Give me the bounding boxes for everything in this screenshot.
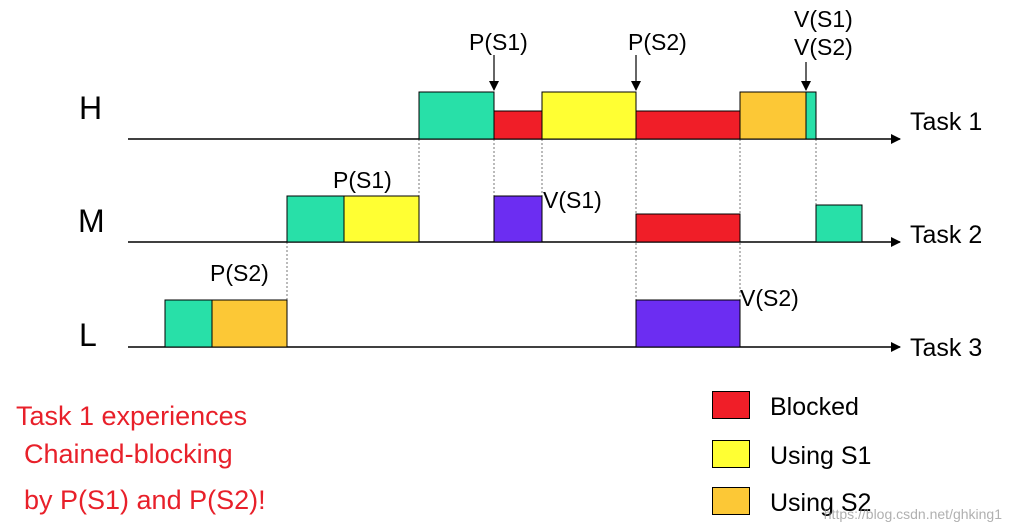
m-block-running-end bbox=[815, 204, 863, 243]
task-label-1: Task 1 bbox=[910, 108, 982, 136]
legend-label-blocked: Blocked bbox=[770, 393, 859, 421]
legend-swatch-using-s1 bbox=[712, 440, 750, 468]
l-block-inherited bbox=[635, 299, 741, 348]
event-label-h-p-s1: P(S1) bbox=[469, 29, 528, 55]
row-label-h: H bbox=[79, 90, 102, 126]
m-block-inherited bbox=[493, 195, 543, 243]
row-label-l: L bbox=[79, 317, 97, 353]
h-block-running-end bbox=[805, 91, 817, 140]
caption-line-2: Chained-blocking bbox=[24, 439, 233, 469]
event-label-l-p-s2: P(S2) bbox=[210, 260, 269, 286]
legend-label-using-s2: Using S2 bbox=[770, 489, 872, 517]
h-block-blocked-s1 bbox=[493, 110, 543, 140]
m-block-running bbox=[286, 195, 345, 243]
row-l-blocks bbox=[164, 299, 741, 348]
m-block-using-s1 bbox=[343, 195, 420, 243]
row-h-blocks bbox=[418, 91, 817, 140]
watermark: https://blog.csdn.net/ghking1 bbox=[823, 506, 1002, 522]
h-block-blocked-s2 bbox=[635, 110, 741, 140]
legend-label-using-s1: Using S1 bbox=[770, 442, 872, 470]
event-label-m-v-s1: V(S1) bbox=[543, 187, 602, 213]
caption-line-3: by P(S1) and P(S2)! bbox=[24, 485, 266, 515]
h-block-running bbox=[418, 91, 495, 140]
row-label-m: M bbox=[78, 203, 105, 239]
event-label-l-v-s2: V(S2) bbox=[740, 285, 799, 311]
h-block-using-s2 bbox=[739, 91, 807, 140]
h-block-using-s1 bbox=[541, 91, 637, 140]
event-label-h-v-s2: V(S2) bbox=[794, 34, 853, 60]
l-block-running bbox=[164, 299, 213, 348]
event-label-h-v-s1: V(S1) bbox=[794, 6, 853, 32]
m-block-blocked bbox=[635, 213, 741, 243]
task-label-2: Task 2 bbox=[910, 221, 982, 249]
l-block-using-s2 bbox=[211, 299, 288, 348]
event-label-h-p-s2: P(S2) bbox=[628, 29, 687, 55]
event-label-m-p-s1: P(S1) bbox=[333, 167, 392, 193]
legend-swatch-using-s2 bbox=[712, 487, 750, 515]
legend-swatch-blocked bbox=[712, 391, 750, 419]
task-label-3: Task 3 bbox=[910, 334, 982, 362]
row-m-blocks bbox=[286, 195, 863, 243]
caption-line-1: Task 1 experiences bbox=[16, 401, 248, 431]
